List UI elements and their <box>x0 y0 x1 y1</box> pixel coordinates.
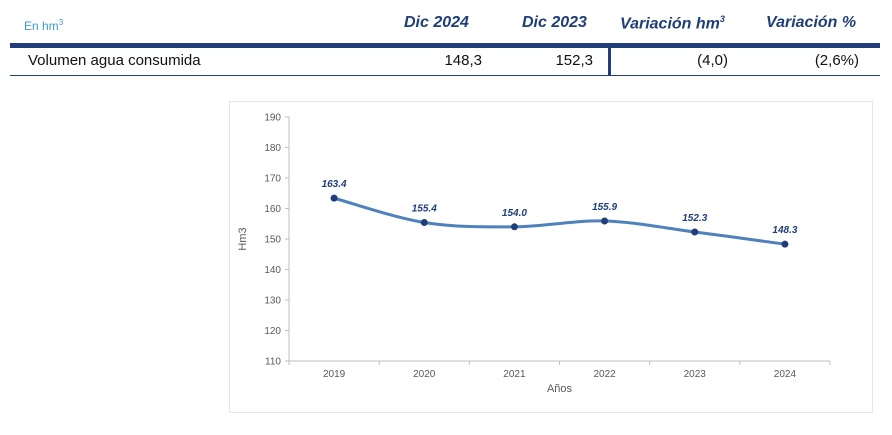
data-label: 152.3 <box>682 213 707 224</box>
data-point <box>510 223 518 231</box>
series-line <box>332 196 787 246</box>
y-tick-label: 130 <box>264 296 281 307</box>
header-variacion-pct: Variación % <box>766 14 857 31</box>
data-point <box>330 194 338 202</box>
y-tick-label: 140 <box>264 265 281 276</box>
y-axis-title: Hm3 <box>237 227 249 250</box>
y-tick-label: 110 <box>265 357 281 368</box>
x-axis-title: Años <box>547 383 573 395</box>
data-point <box>601 217 609 225</box>
header-variacion-hm3-text: Variación hm <box>620 15 720 33</box>
data-point <box>781 240 789 248</box>
row-label: Volumen agua consumida <box>28 52 201 69</box>
data-label: 155.9 <box>592 202 617 213</box>
cell-dic-2024: 148,3 <box>444 52 482 69</box>
unit-label: En hm3 <box>24 18 63 40</box>
x-tick-label: 2023 <box>684 369 707 380</box>
header-rule <box>10 43 880 48</box>
cell-variacion-pct: (2,6%) <box>814 52 859 69</box>
y-tick-label: 190 <box>264 113 281 124</box>
cell-variacion-hm3: (4,0) <box>697 52 728 69</box>
header-variacion-hm3-sup: 3 <box>719 14 725 24</box>
header-variacion-hm3: Variación hm3 <box>620 14 725 36</box>
chart-container: 110 120 130 140 150 160 170 180 190 2019 2020 2021 2… <box>229 101 873 413</box>
x-tick-label: 2019 <box>323 369 346 380</box>
line-chart: 110 120 130 140 150 160 170 180 190 2019 2020 2021 2… <box>237 113 831 395</box>
header-dic-2024: Dic 2024 <box>404 14 469 31</box>
data-label: 148.3 <box>772 225 797 236</box>
data-point <box>691 228 699 236</box>
x-tick-label: 2024 <box>774 369 797 380</box>
data-label: 163.4 <box>322 179 347 190</box>
row-rule <box>10 75 880 76</box>
data-label: 154.0 <box>502 208 527 219</box>
y-tick-label: 160 <box>264 204 281 215</box>
unit-label-sup: 3 <box>58 18 64 27</box>
y-tick-label: 170 <box>264 174 281 185</box>
y-tick-label: 120 <box>264 326 281 337</box>
column-separator <box>608 48 611 76</box>
x-tick-label: 2021 <box>503 369 526 380</box>
data-label: 155.4 <box>412 204 437 215</box>
x-tick-label: 2022 <box>593 369 616 380</box>
data-table: En hm3 Dic 2024 Dic 2023 Variación hm3 V… <box>10 0 880 80</box>
x-tick-label: 2020 <box>413 369 436 380</box>
cell-dic-2023: 152,3 <box>555 52 593 69</box>
header-dic-2023: Dic 2023 <box>522 14 587 31</box>
y-tick-label: 180 <box>264 143 281 154</box>
unit-label-text: En hm <box>24 19 59 33</box>
data-point <box>420 219 428 227</box>
y-tick-label: 150 <box>264 235 281 246</box>
